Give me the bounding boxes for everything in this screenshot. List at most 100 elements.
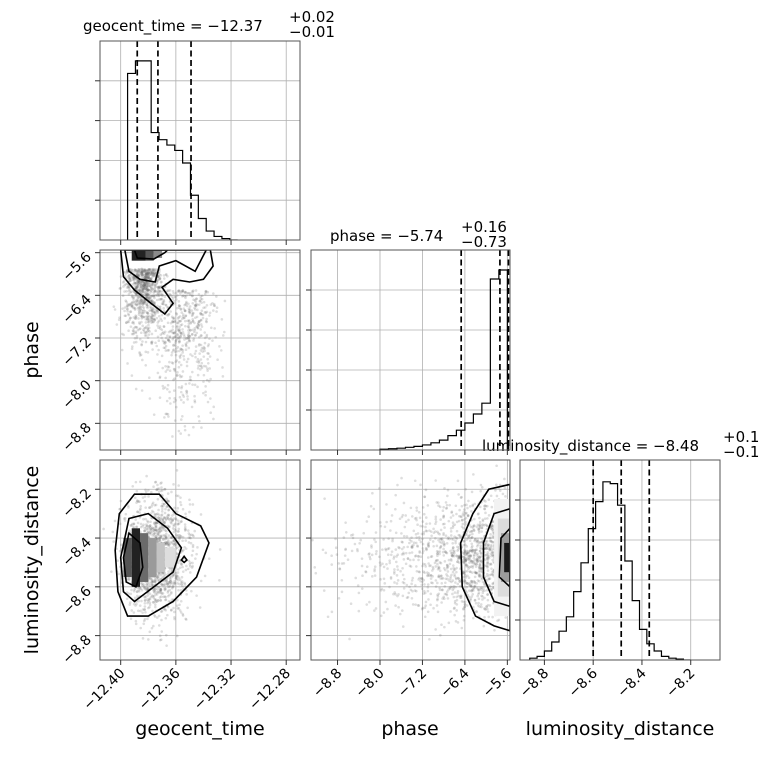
- scatter-point: [187, 326, 191, 330]
- scatter-point: [137, 599, 140, 603]
- scatter-point: [382, 577, 386, 581]
- scatter-point: [184, 547, 188, 550]
- scatter-point: [172, 573, 175, 576]
- scatter-point: [472, 557, 476, 560]
- scatter-point: [439, 577, 442, 580]
- scatter-point: [159, 589, 163, 593]
- scatter-point: [436, 552, 440, 556]
- scatter-point: [491, 558, 494, 562]
- scatter-point: [152, 272, 156, 276]
- scatter-point: [182, 548, 185, 552]
- scatter-point: [136, 499, 139, 503]
- scatter-point: [159, 454, 162, 457]
- contour-geocent-time-vs-luminosity-distance-0: [114, 493, 210, 617]
- scatter-point: [498, 489, 502, 492]
- scatter-point: [492, 586, 495, 590]
- hist-step-phase: [379, 269, 508, 450]
- scatter-point: [153, 283, 157, 286]
- scatter-point: [175, 373, 179, 377]
- scatter-point: [144, 363, 148, 367]
- scatter-point: [145, 527, 148, 531]
- scatter-point: [143, 529, 146, 532]
- scatter-point: [455, 566, 458, 570]
- scatter-point: [145, 524, 149, 527]
- scatter-point: [455, 554, 458, 557]
- scatter-point: [146, 276, 150, 280]
- scatter-point: [438, 532, 441, 536]
- scatter-point: [130, 524, 133, 527]
- scatter-point: [484, 546, 488, 550]
- scatter-point: [140, 272, 143, 275]
- scatter-point: [132, 316, 136, 319]
- scatter-point: [130, 268, 134, 272]
- scatter-point: [400, 540, 404, 544]
- scatter-point: [472, 473, 475, 476]
- scatter-point: [144, 595, 148, 598]
- scatter-point: [384, 548, 388, 552]
- scatter-point: [138, 511, 141, 514]
- scatter-point: [437, 501, 440, 504]
- scatter-point: [164, 273, 168, 277]
- scatter-point: [187, 310, 191, 314]
- scatter-point: [458, 584, 462, 588]
- scatter-point: [340, 578, 344, 582]
- scatter-point: [172, 331, 176, 335]
- scatter-point: [488, 577, 492, 580]
- scatter-point: [455, 595, 458, 599]
- scatter-point: [212, 405, 216, 409]
- scatter-point: [410, 539, 413, 543]
- scatter-point: [160, 534, 164, 537]
- scatter-point: [140, 300, 143, 304]
- scatter-point: [149, 277, 153, 281]
- scatter-point: [183, 316, 186, 320]
- scatter-point: [463, 557, 467, 560]
- scatter-point: [466, 565, 470, 568]
- scatter-point: [174, 353, 178, 357]
- scatter-point: [138, 288, 141, 292]
- scatter-point: [491, 530, 495, 534]
- scatter-point: [138, 288, 142, 292]
- scatter-point: [370, 546, 373, 549]
- scatter-point: [179, 290, 183, 293]
- scatter-point: [133, 281, 136, 285]
- scatter-point: [473, 563, 477, 566]
- scatter-point: [123, 516, 127, 520]
- scatter-point: [153, 531, 157, 535]
- scatter-point: [138, 305, 142, 308]
- scatter-point: [473, 551, 477, 555]
- scatter-point: [142, 306, 146, 309]
- scatter-point: [174, 335, 178, 338]
- scatter-point: [185, 588, 188, 592]
- scatter-point: [450, 553, 454, 557]
- panel-2d-content-geocent-time-vs-phase: [112, 250, 227, 457]
- scatter-point: [138, 337, 142, 341]
- scatter-point: [159, 588, 163, 591]
- scatter-point: [451, 554, 454, 558]
- scatter-point: [189, 378, 193, 382]
- scatter-point: [141, 287, 145, 291]
- scatter-point: [142, 583, 146, 586]
- scatter-point: [440, 577, 444, 580]
- scatter-point: [187, 541, 191, 544]
- scatter-point: [161, 576, 164, 579]
- scatter-point: [144, 292, 148, 296]
- scatter-point: [153, 318, 156, 322]
- scatter-point: [153, 289, 157, 292]
- frame-geocent-time-vs-luminosity-distance: [99, 459, 301, 661]
- scatter-point: [404, 514, 407, 517]
- scatter-point: [198, 606, 202, 609]
- scatter-point: [367, 552, 371, 556]
- scatter-point: [158, 537, 162, 540]
- scatter-point: [163, 521, 166, 524]
- xticklabel-hist-luminosity-distance-2: −8.4: [614, 665, 649, 700]
- scatter-point: [464, 553, 467, 557]
- scatter-point: [471, 503, 475, 507]
- scatter-point: [411, 603, 415, 606]
- scatter-point: [467, 550, 470, 553]
- scatter-point: [137, 289, 141, 293]
- scatter-point: [146, 269, 149, 273]
- title-geocent-time-main: geocent_time = −12.37: [83, 17, 263, 36]
- scatter-point: [166, 334, 169, 337]
- scatter-point: [146, 272, 150, 275]
- scatter-point: [170, 315, 174, 319]
